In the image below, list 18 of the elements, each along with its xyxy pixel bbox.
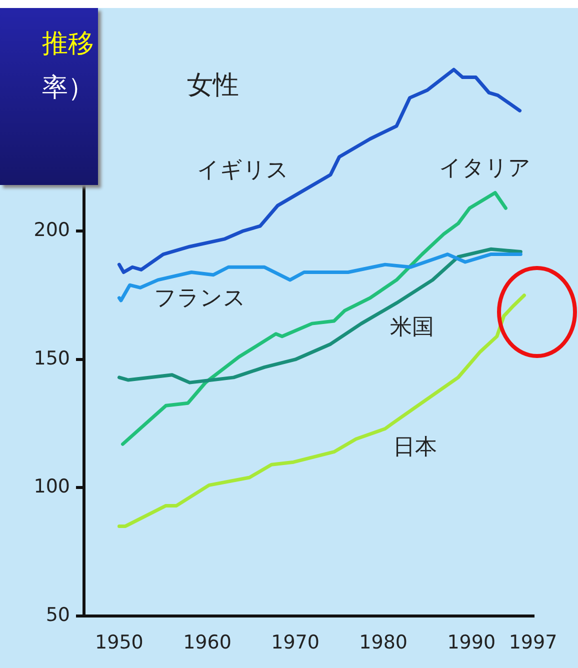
series-label: フランス [154,285,246,313]
chart-title: 推移 [42,28,94,61]
x-tick-label: 1980 [359,631,408,654]
series-label: イギリス [197,157,289,185]
y-tick-label: 150 [34,347,70,370]
series-label: イタリア [439,155,531,183]
x-tick-label: 1970 [271,631,320,654]
y-tick-label: 100 [34,476,70,498]
x-tick-label: 1950 [95,631,144,654]
x-tick-label: 1960 [183,631,232,654]
x-tick-label: 1990 [447,631,496,654]
x-tick-label: 1997 [508,631,558,654]
series-label: 日本 [393,434,437,462]
title-panel: 推移 率） [0,8,98,185]
annotation: 女性 [187,70,239,102]
series-label: 米国 [390,314,434,342]
y-tick-label: 50 [46,604,70,626]
y-tick-label: 200 [34,219,70,242]
